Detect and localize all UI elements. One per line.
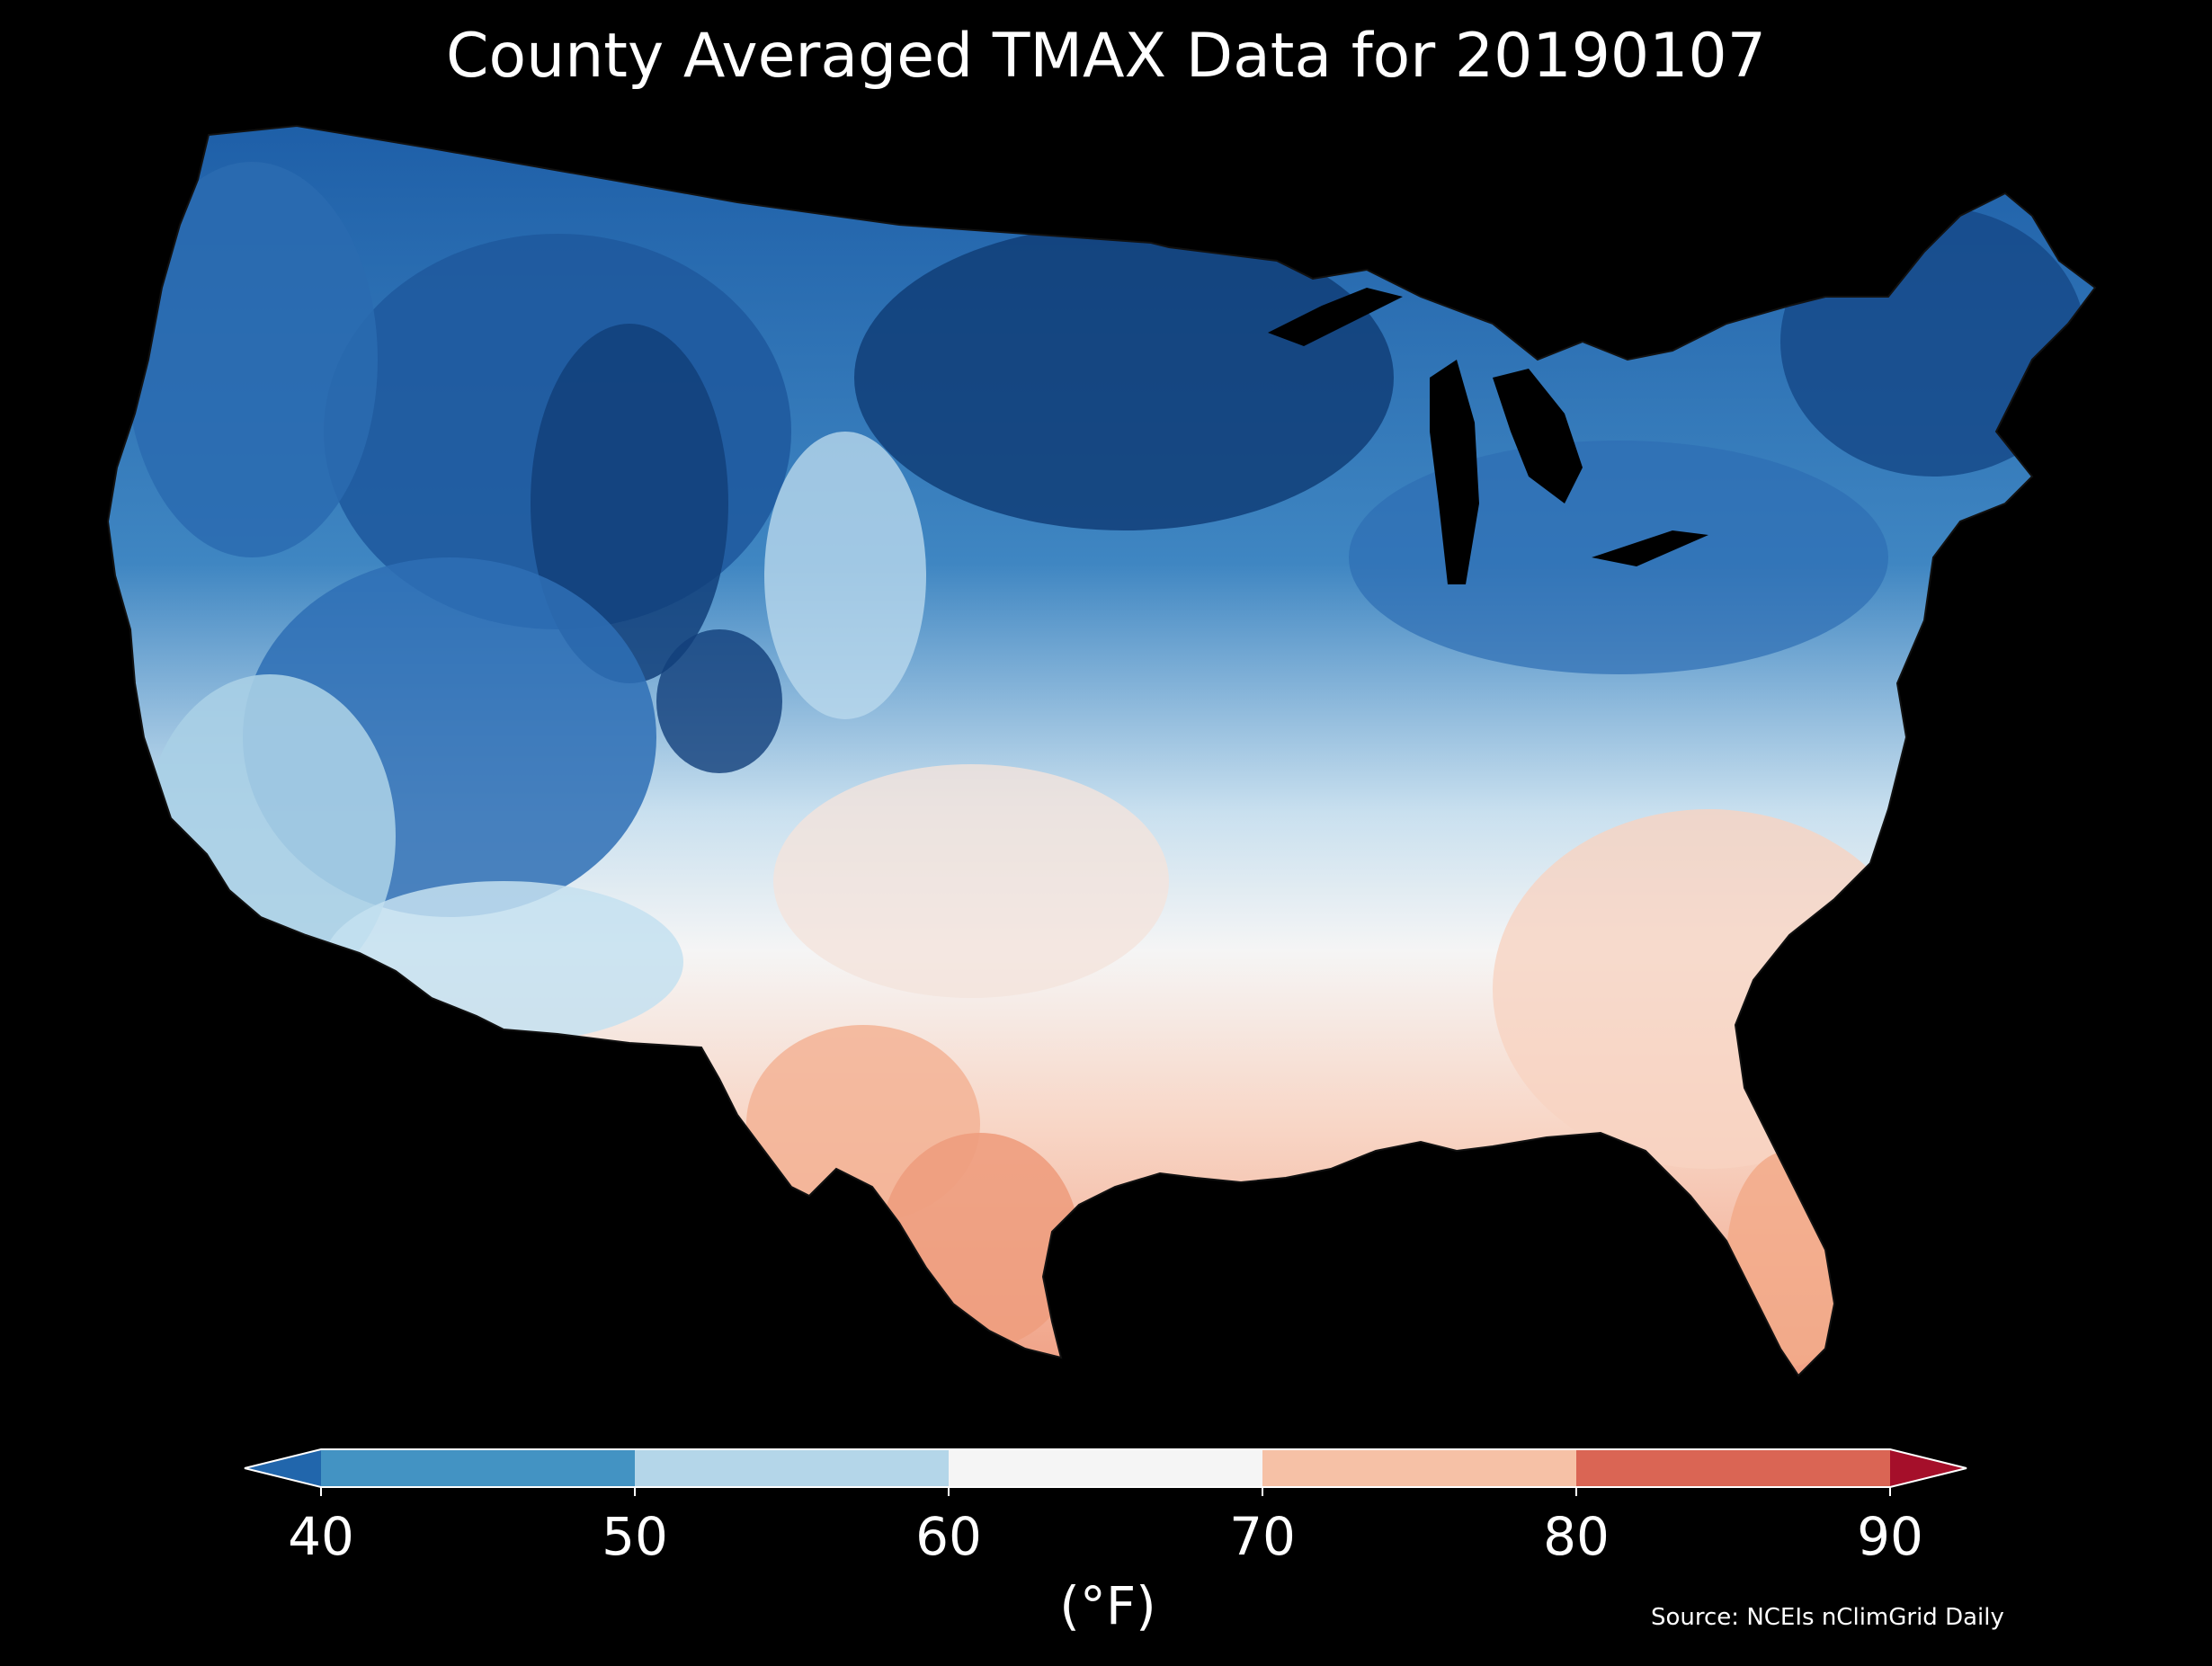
colorbar-tick-label: 70 bbox=[1229, 1506, 1296, 1567]
colorbar-extend-over bbox=[1890, 1449, 1967, 1487]
region-nebraska-light bbox=[764, 432, 926, 719]
colorbar-tick-label: 40 bbox=[288, 1506, 354, 1567]
colorbar-bin-2 bbox=[949, 1449, 1262, 1487]
temperature-regions bbox=[126, 162, 2086, 1367]
colorbar-tick-label: 50 bbox=[602, 1506, 668, 1567]
colorbar-bin-3 bbox=[1262, 1449, 1576, 1487]
great-lakes-water bbox=[1268, 288, 1708, 584]
lake-michigan bbox=[1430, 360, 1479, 584]
colorbar-bin-1 bbox=[635, 1449, 949, 1487]
region-upper-midwest bbox=[854, 225, 1394, 530]
us-outline-stroke bbox=[106, 124, 2097, 1377]
region-southern-plains bbox=[773, 764, 1169, 998]
map-title: County Averaged TMAX Data for 20190107 bbox=[446, 21, 1766, 92]
region-colorado-core bbox=[656, 629, 782, 773]
colorbar-extend-under bbox=[245, 1449, 321, 1487]
region-pacific-nw bbox=[126, 162, 378, 557]
colorbar-bin-4 bbox=[1576, 1449, 1890, 1487]
lake-erie bbox=[1592, 530, 1708, 566]
region-wyoming-core bbox=[531, 324, 728, 683]
lake-superior bbox=[1268, 288, 1403, 346]
source-credit: Source: NCEIs nClimGrid Daily bbox=[1651, 1604, 2004, 1631]
colorbar-tick-label: 60 bbox=[915, 1506, 982, 1567]
lake-huron bbox=[1493, 369, 1583, 503]
colorbar-bin-0 bbox=[321, 1449, 635, 1487]
colorbar-unit-label: (°F) bbox=[1059, 1575, 1156, 1636]
colorbar-tick-label: 90 bbox=[1857, 1506, 1923, 1567]
colorbar-tick-label: 80 bbox=[1543, 1506, 1610, 1567]
